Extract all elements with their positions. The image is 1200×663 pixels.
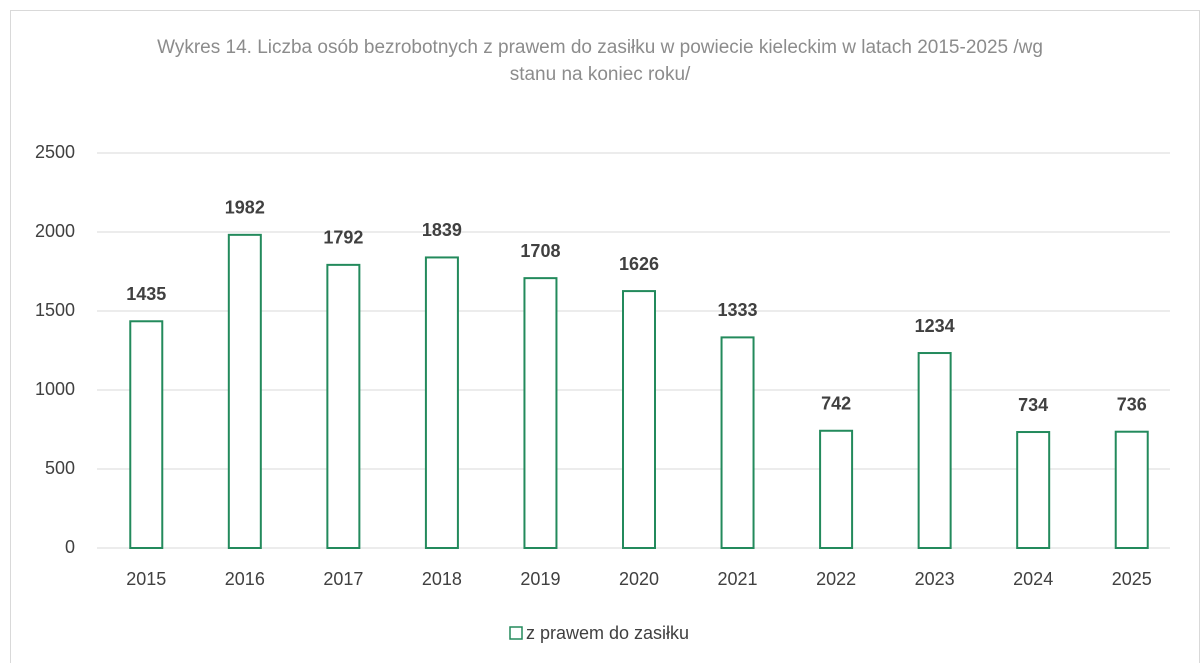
data-label: 1708 [520,241,560,261]
y-tick-label: 500 [45,458,75,478]
bar [720,336,755,549]
bar [622,290,656,549]
x-tick-label: 2017 [323,569,363,589]
y-tick-label: 2500 [35,142,75,162]
legend-label: z prawem do zasiłku [526,623,689,643]
y-tick-label: 0 [65,537,75,557]
bar [129,320,164,549]
bar [523,277,558,549]
data-label: 742 [821,394,851,414]
data-label: 734 [1018,395,1048,415]
y-tick-label: 2000 [35,221,75,241]
x-tick-label: 2019 [520,569,560,589]
bar [917,352,952,550]
y-tick-label: 1500 [35,300,75,320]
data-label: 1982 [225,198,265,218]
bar [326,263,361,549]
legend-swatch [509,626,523,640]
x-tick-label: 2022 [816,569,856,589]
data-label: 1792 [323,228,363,248]
data-label: 1333 [718,300,758,320]
x-tick-label: 2023 [915,569,955,589]
y-tick-label: 1000 [35,379,75,399]
chart-title: Wykres 14. Liczba osób bezrobotnych z pr… [157,37,1043,85]
x-tick-label: 2015 [126,569,166,589]
bar [819,429,854,550]
data-label: 736 [1117,394,1147,414]
x-tick-label: 2020 [619,569,659,589]
bar [227,233,262,549]
bar [1114,430,1149,550]
x-tick-label: 2021 [718,569,758,589]
x-tick-label: 2024 [1013,569,1053,589]
x-tick-label: 2016 [225,569,265,589]
x-tick-label: 2018 [422,569,462,589]
data-label: 1626 [619,254,659,274]
chart-border [10,10,1200,663]
data-label: 1435 [126,284,166,304]
bar [424,256,459,549]
bar [1016,431,1051,550]
x-tick-label: 2025 [1112,569,1152,589]
data-label: 1234 [915,316,955,336]
data-label: 1839 [422,220,462,240]
